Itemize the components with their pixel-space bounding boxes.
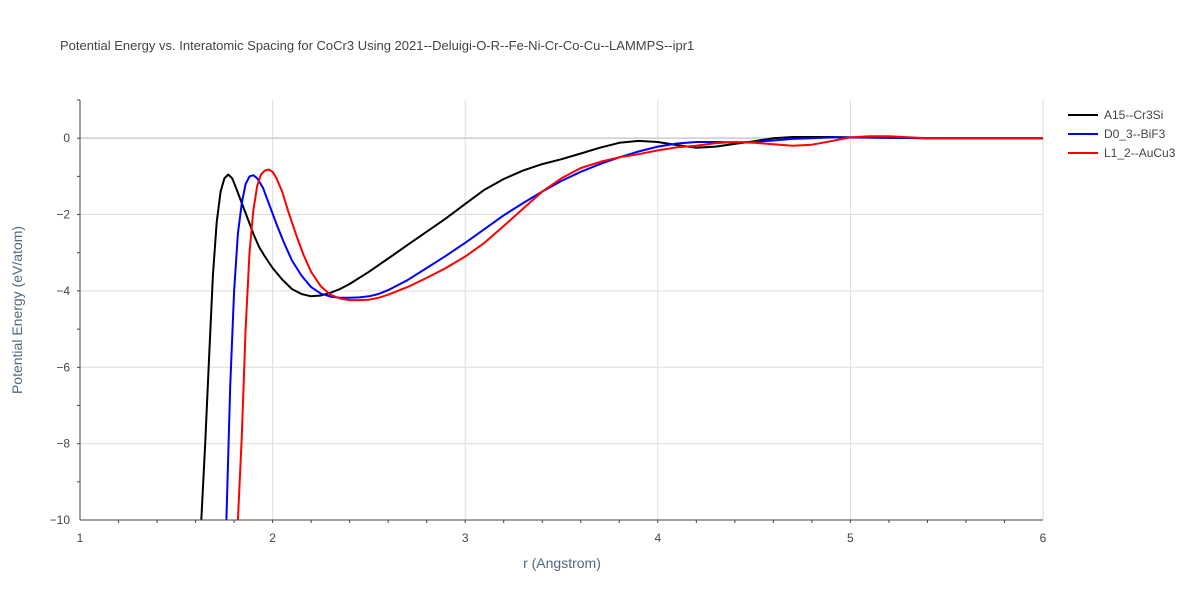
y-tick-label: 0 [63, 131, 70, 145]
legend-label: A15--Cr3Si [1104, 108, 1163, 122]
legend-item[interactable]: L1_2--AuCu3 [1068, 146, 1176, 160]
y-tick-label: −6 [56, 360, 70, 374]
y-axis-title: Potential Energy (eV/atom) [9, 226, 25, 394]
y-tick-label: −2 [56, 208, 70, 222]
x-tick-label: 3 [462, 531, 469, 545]
x-tick-label: 4 [654, 531, 661, 545]
y-tick-label: −4 [56, 284, 70, 298]
x-axis: 1 2 3 4 5 6 [77, 519, 1047, 545]
y-tick-label: −10 [50, 513, 71, 527]
legend-item[interactable]: D0_3--BiF3 [1068, 127, 1166, 141]
x-tick-label: 1 [77, 531, 84, 545]
x-tick-label: 5 [847, 531, 854, 545]
x-tick-label: 2 [269, 531, 276, 545]
legend-label: L1_2--AuCu3 [1104, 146, 1176, 160]
y-tick-label: −8 [56, 437, 70, 451]
x-axis-title: r (Angstrom) [523, 555, 601, 571]
legend-label: D0_3--BiF3 [1104, 127, 1166, 141]
legend-item[interactable]: A15--Cr3Si [1068, 108, 1163, 122]
series-line-1 [225, 136, 1043, 520]
plot-area [200, 135, 1043, 520]
y-axis: 0 −2 −4 −6 −8 −10 [50, 99, 81, 527]
x-tick-label: 6 [1040, 531, 1047, 545]
legend: A15--Cr3Si D0_3--BiF3 L1_2--AuCu3 [1068, 108, 1176, 160]
series-line-0 [200, 136, 1043, 520]
series-line-2 [236, 135, 1043, 520]
chart-title: Potential Energy vs. Interatomic Spacing… [60, 38, 694, 53]
